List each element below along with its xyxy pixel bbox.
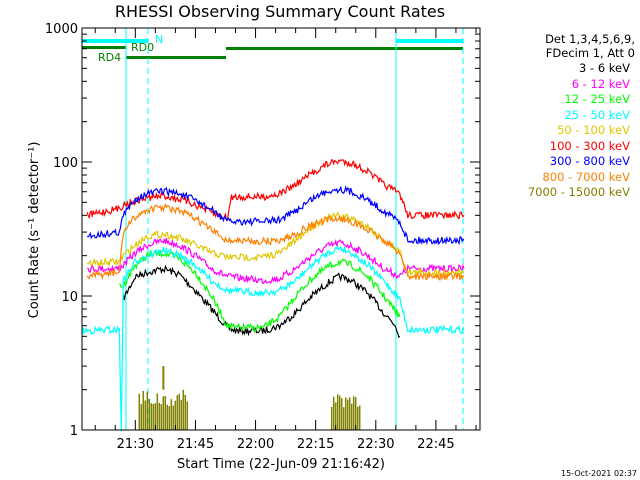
x-tick-label: 22:45 xyxy=(417,437,454,452)
footer-stamp: 15-Oct-2021 02:37 xyxy=(561,469,637,478)
flag-n-bar-left xyxy=(82,39,148,43)
y-tick-label: 1000 xyxy=(45,22,78,37)
x-tick-label: 21:30 xyxy=(117,437,154,452)
series-line-1 xyxy=(86,237,465,285)
flag-bars: N RD0 RD4 xyxy=(82,33,463,64)
legend-entry-8: 7000 - 15000 keV xyxy=(527,185,630,199)
legend-header-line-2: FDecim 1, Att 0 xyxy=(545,46,635,60)
series-line-6 xyxy=(86,184,465,246)
series-line-7 xyxy=(86,203,465,281)
series-line-4 xyxy=(86,211,465,278)
plot-frame xyxy=(81,27,481,431)
flag-rd0-bar-right xyxy=(226,47,463,50)
series-line-2 xyxy=(118,249,401,332)
x-tick-label: 22:15 xyxy=(297,437,334,452)
y-tick-label: 10 xyxy=(61,290,78,305)
legend-entry-0: 3 - 6 keV xyxy=(579,61,630,75)
event-lines xyxy=(125,28,464,430)
series-line-3 xyxy=(81,244,465,432)
x-tick-label: 22:30 xyxy=(357,437,394,452)
legend-entry-1: 6 - 12 keV xyxy=(571,76,630,91)
flag-rd4-label: RD4 xyxy=(98,51,121,64)
y-tick-label: 1 xyxy=(70,424,78,439)
plot-area xyxy=(81,158,465,432)
legend-entry-7: 800 - 7000 keV xyxy=(542,169,630,184)
series-line-5 xyxy=(86,158,465,221)
legend-entry-6: 300 - 800 keV xyxy=(549,154,630,168)
x-axis: 21:30 21:45 22:00 22:15 22:30 22:45 xyxy=(94,28,477,452)
legend-entry-2: 12 - 25 keV xyxy=(564,92,630,106)
legend-entry-5: 100 - 300 keV xyxy=(549,138,630,153)
y-axis-label: Count Rate (s⁻¹ detector⁻¹) xyxy=(27,142,42,319)
flag-n-bar-right xyxy=(396,39,463,43)
y-axis: 1 10 100 1000 xyxy=(45,22,480,439)
flag-rd4-bar xyxy=(126,56,226,59)
legend-entry-4: 50 - 100 keV xyxy=(557,123,630,137)
flag-rd0-label: RD0 xyxy=(131,41,154,54)
legend-header: Det 1,3,4,5,6,9, FDecim 1, Att 0 xyxy=(485,32,635,60)
x-axis-label: Start Time (22-Jun-09 21:16:42) xyxy=(177,457,385,472)
legend-entry-3: 25 - 50 keV xyxy=(564,107,630,122)
legend-header-line-1: Det 1,3,4,5,6,9, xyxy=(545,32,635,46)
x-tick-label: 22:00 xyxy=(237,437,274,452)
series-bars-8-1 xyxy=(330,394,361,430)
flag-n-label: N xyxy=(155,33,163,46)
x-tick-label: 21:45 xyxy=(177,437,214,452)
series-bars-8-0 xyxy=(138,389,189,430)
flag-rd0-bar-left xyxy=(82,46,126,49)
chart-title: RHESSI Observing Summary Count Rates xyxy=(115,2,445,21)
y-tick-label: 100 xyxy=(53,156,78,171)
